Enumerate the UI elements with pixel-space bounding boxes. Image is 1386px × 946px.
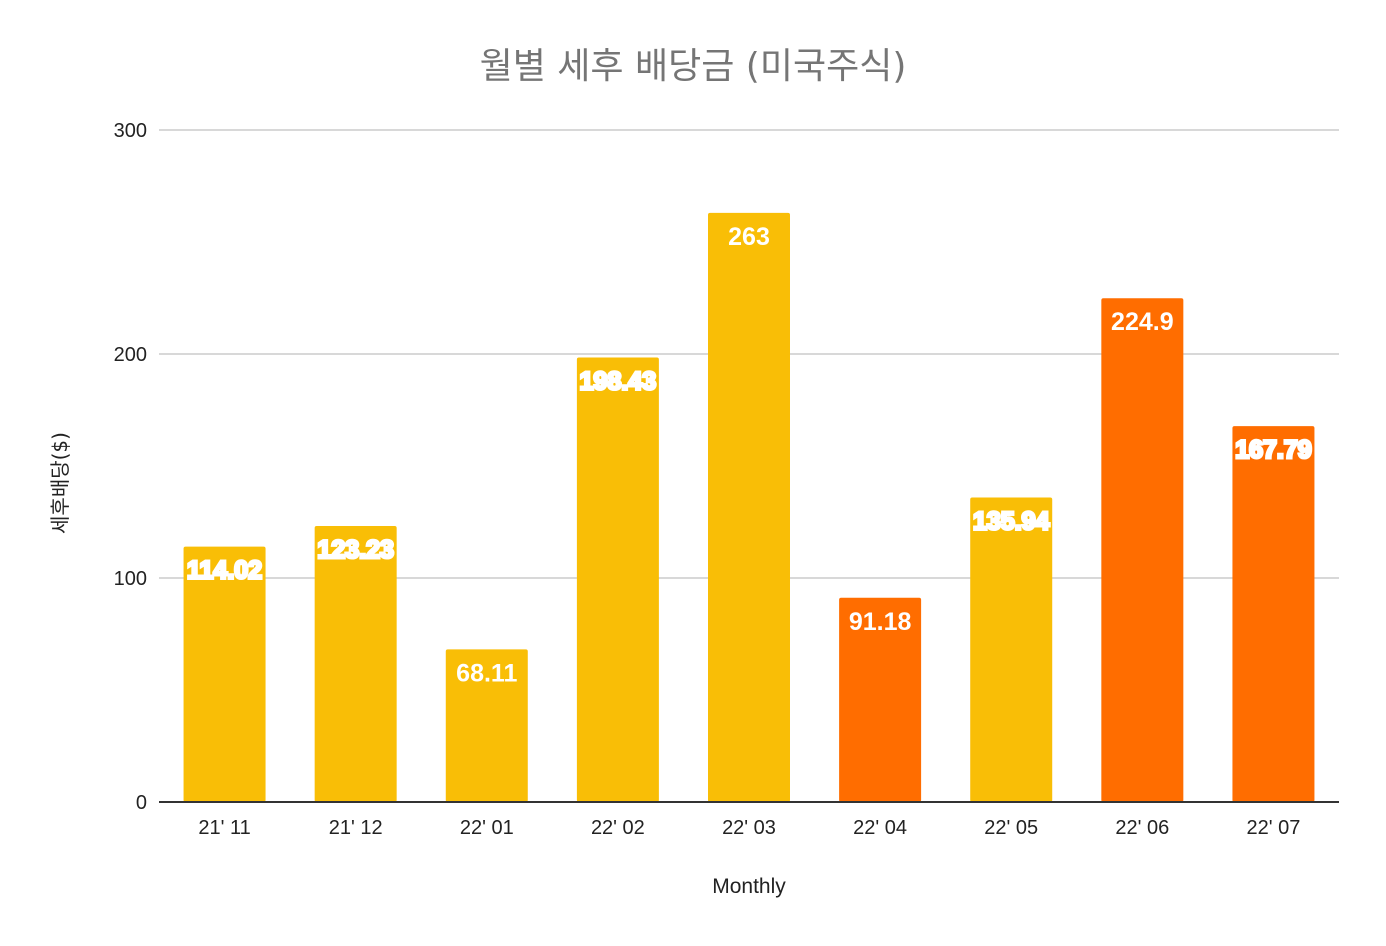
y-axis-ticks: 0 100 200 300 <box>114 120 147 814</box>
bar <box>970 497 1053 802</box>
x-tick-label: 22' 01 <box>460 817 514 839</box>
data-label: 91.18 <box>849 608 912 636</box>
data-label: 198.43 <box>580 368 656 396</box>
x-tick-label: 22' 07 <box>1247 817 1301 839</box>
y-tick-label: 100 <box>114 568 147 590</box>
x-tick-label: 22' 02 <box>591 817 645 839</box>
data-label: 68.11 <box>456 659 517 687</box>
x-tick-label: 22' 05 <box>984 817 1038 839</box>
bar <box>1101 298 1184 802</box>
x-axis-ticks: 21' 11 21' 12 22' 01 22' 02 22' 03 22' 04 22' … <box>198 817 1300 839</box>
x-axis-label: Monthly <box>712 875 786 898</box>
data-label: 224.9 <box>1111 308 1174 336</box>
x-tick-label: 22' 04 <box>853 817 907 839</box>
x-tick-label: 21' 11 <box>198 817 250 839</box>
bar <box>1232 426 1315 802</box>
x-tick-label: 22' 06 <box>1115 817 1169 839</box>
data-labels: 114.02 123.23 68.11 198.43 263 91.18 135.94 224… <box>186 223 1314 688</box>
data-label: 123.23 <box>317 536 393 564</box>
bar <box>576 357 659 802</box>
y-tick-label: 200 <box>114 344 147 366</box>
bar <box>839 597 922 802</box>
y-tick-label: 0 <box>136 792 147 814</box>
y-tick-label: 300 <box>114 120 147 142</box>
data-label: 114.02 <box>187 557 262 585</box>
data-label: 263 <box>728 223 770 251</box>
x-tick-label: 21' 12 <box>329 817 383 839</box>
bars <box>183 212 1315 802</box>
data-label: 167.79 <box>1235 436 1311 464</box>
bar <box>445 649 528 802</box>
bar <box>314 525 397 802</box>
chart-title: 월별 세후 배당금 (미국주식) <box>480 46 907 87</box>
data-label: 135.94 <box>973 507 1050 535</box>
bar <box>708 212 790 802</box>
y-axis-label: 세후배당($) <box>48 432 72 534</box>
bar <box>183 546 266 802</box>
x-tick-label: 22' 03 <box>722 817 776 839</box>
